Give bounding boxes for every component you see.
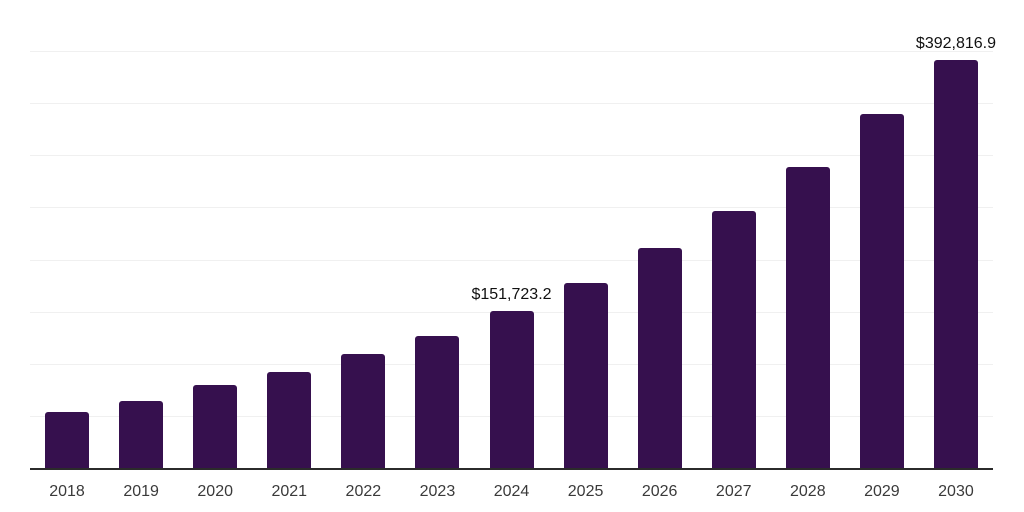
value-label-2024: $151,723.2 bbox=[471, 285, 552, 303]
x-axis-label-2028: 2028 bbox=[790, 483, 826, 500]
gridline-300000 bbox=[30, 155, 993, 157]
x-axis-line bbox=[30, 468, 993, 470]
bar-2025[interactable] bbox=[563, 282, 608, 469]
bar-2027[interactable] bbox=[711, 210, 756, 469]
bar-2026[interactable] bbox=[637, 247, 682, 469]
x-axis-label-2018: 2018 bbox=[49, 483, 85, 500]
x-axis-label-2024: 2024 bbox=[493, 483, 530, 500]
x-axis-label-2029: 2029 bbox=[864, 483, 900, 500]
value-label-2030: $392,816.9 bbox=[915, 34, 996, 52]
bar-2019[interactable] bbox=[119, 400, 164, 469]
bar-2023[interactable] bbox=[415, 335, 460, 469]
x-axis-label-2021: 2021 bbox=[271, 483, 308, 500]
gridline-200000 bbox=[30, 259, 993, 261]
gridline-250000 bbox=[30, 207, 993, 209]
gridline-350000 bbox=[30, 103, 993, 105]
x-axis-label-2019: 2019 bbox=[123, 483, 159, 500]
bar-2028[interactable] bbox=[785, 166, 830, 469]
x-axis-label-2027: 2027 bbox=[715, 483, 752, 500]
x-axis-label-2026: 2026 bbox=[641, 483, 678, 500]
x-axis-label-2020: 2020 bbox=[197, 483, 233, 500]
x-axis-label-2030: 2030 bbox=[938, 483, 974, 500]
x-axis-label-2022: 2022 bbox=[345, 483, 382, 500]
bar-2022[interactable] bbox=[341, 353, 386, 469]
gridline-400000 bbox=[30, 51, 993, 53]
bar-2021[interactable] bbox=[267, 371, 312, 469]
x-axis-label-2025: 2025 bbox=[567, 483, 604, 500]
plot-area: $151,723.2 $392,816.9 bbox=[30, 0, 996, 470]
x-axis-labels: 2018 2019 2020 2021 2022 2023 2024 2025 2026 2027… bbox=[30, 482, 993, 506]
bar-2020[interactable] bbox=[193, 384, 238, 469]
x-axis-label-2023: 2023 bbox=[419, 483, 456, 500]
bar-2029[interactable] bbox=[859, 113, 904, 469]
bar-2024[interactable] bbox=[489, 310, 534, 469]
bar-2018[interactable] bbox=[45, 411, 90, 469]
bar-2030[interactable] bbox=[933, 59, 978, 469]
